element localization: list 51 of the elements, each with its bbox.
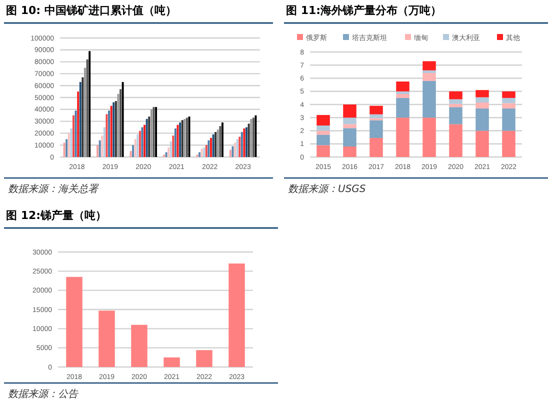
bar [422, 70, 436, 73]
bar [502, 130, 516, 157]
bar [449, 91, 462, 100]
bar [66, 276, 82, 367]
bar [316, 134, 330, 146]
bar [502, 108, 516, 131]
chart-title: 图 11:海外锑产量分布（万吨） [286, 4, 442, 17]
bar [396, 98, 410, 118]
bar [396, 94, 410, 98]
bar [422, 73, 436, 81]
bar [316, 126, 330, 131]
bar [476, 90, 489, 98]
bar [502, 91, 516, 98]
bar [502, 98, 516, 104]
bar [422, 61, 436, 70]
bar [476, 102, 489, 108]
bar [449, 104, 462, 108]
bar [449, 124, 462, 157]
bar [396, 82, 410, 92]
bar [343, 128, 356, 146]
bar [316, 145, 330, 157]
bar [476, 108, 489, 131]
source-note: 数据来源：海关总署 [8, 183, 99, 195]
bar [370, 138, 383, 157]
bar [343, 118, 356, 124]
chart-title: 图 10: 中国锑矿进口累计值（吨） [6, 4, 176, 17]
bar [449, 99, 462, 104]
bar [131, 324, 148, 367]
source-note: 数据来源：公告 [8, 388, 79, 400]
bar [343, 124, 356, 128]
bar [370, 114, 383, 118]
bar [502, 103, 516, 108]
bar [316, 115, 330, 126]
bar [396, 91, 410, 94]
bar [343, 146, 356, 157]
bar [396, 118, 410, 157]
bar [476, 130, 489, 157]
bar [422, 118, 436, 157]
bar [316, 130, 330, 135]
bar [98, 310, 115, 367]
bar [164, 357, 180, 367]
bar [476, 97, 489, 103]
bar [370, 120, 383, 138]
bar [196, 350, 212, 367]
source-note: 数据来源：USGS [288, 183, 366, 195]
bar [422, 80, 436, 118]
bar [228, 264, 245, 367]
bar [343, 104, 356, 118]
chart-title: 图 12:锑产量（吨） [6, 209, 107, 222]
bar [370, 106, 383, 114]
bar [449, 107, 462, 124]
